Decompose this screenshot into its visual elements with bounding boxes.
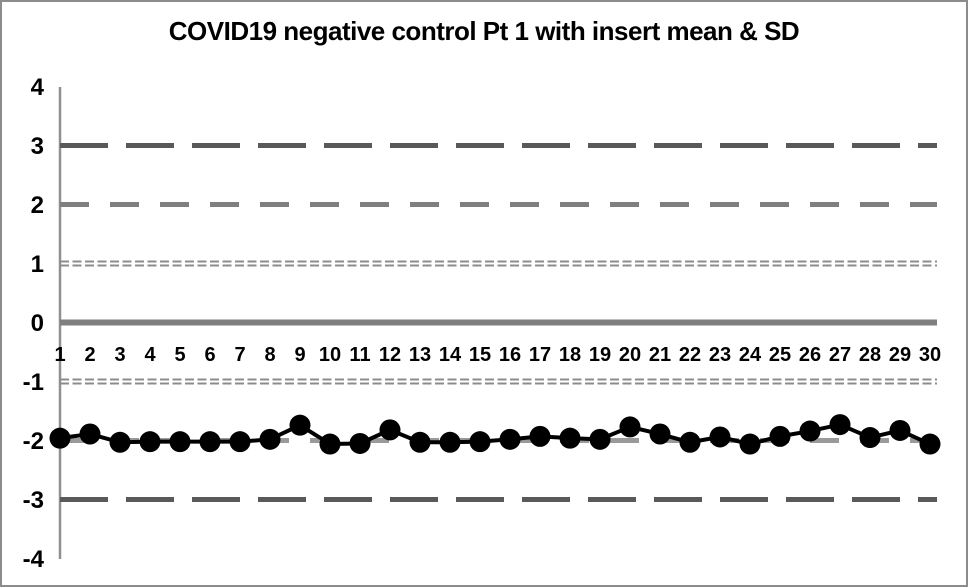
y-tick-label: -1 [23,369,44,396]
data-point-marker [439,431,461,453]
data-point-marker [649,423,671,445]
data-point-marker [229,431,251,453]
y-tick-label: -3 [23,487,44,514]
data-point-marker [289,414,311,436]
y-tick-label: 4 [31,74,45,101]
x-tick-label: 21 [649,344,671,366]
data-point-marker [619,416,641,438]
data-point-marker [919,433,941,455]
x-tick-label: 20 [619,344,641,366]
data-point-marker [319,433,341,455]
chart-title: COVID19 negative control Pt 1 with inser… [168,16,800,46]
y-tick-label: 3 [31,133,44,160]
data-point-marker [799,420,821,442]
x-tick-label: 7 [234,344,245,366]
x-tick-label: 15 [469,344,491,366]
y-tick-label: -2 [23,428,44,455]
series-line [59,422,931,447]
data-point-marker [499,428,521,450]
x-tick-label: 16 [499,344,521,366]
data-point-marker [379,419,401,441]
data-point-marker [199,431,221,453]
x-tick-label: 10 [319,344,341,366]
y-tick-label: 0 [31,310,44,337]
data-point-marker [109,431,131,453]
x-tick-label: 1 [54,344,65,366]
x-tick-label: 9 [294,344,305,366]
x-tick-label: 30 [919,344,941,366]
data-point-marker [739,433,761,455]
data-point-marker [79,423,101,445]
data-point-marker [889,419,911,441]
data-point-marker [49,427,71,449]
data-point-marker [679,431,701,453]
x-tick-label: 29 [889,344,911,366]
x-tick-label: 6 [204,344,215,366]
data-point-marker [349,432,371,454]
x-tick-label: 8 [264,344,275,366]
x-tick-label: 12 [379,344,401,366]
data-point-marker [769,425,791,447]
x-tick-label: 4 [144,344,156,366]
x-tick-label: 24 [739,344,762,366]
data-point-marker [589,428,611,450]
data-point-marker [469,431,491,453]
x-tick-label: 19 [589,344,611,366]
x-tick-label: 28 [859,344,881,366]
data-point-marker [559,427,581,449]
data-point-marker [409,431,431,453]
x-tick-label: 3 [114,344,125,366]
x-tick-label: 5 [174,344,185,366]
x-tick-label: 22 [679,344,701,366]
x-tick-label: 17 [529,344,551,366]
y-tick-label: -4 [23,546,45,573]
x-tick-label: 13 [409,344,431,366]
x-tick-label: 14 [439,344,462,366]
y-tick-label: 1 [31,251,44,278]
x-tick-label: 25 [769,344,791,366]
x-tick-label: 2 [84,344,95,366]
x-tick-label: 11 [349,344,370,366]
data-point-marker [139,431,161,453]
x-tick-label: 18 [559,344,581,366]
data-point-marker [859,427,881,449]
data-point-marker [529,425,551,447]
x-tick-label: 27 [829,344,851,366]
data-point-marker [169,431,191,453]
y-tick-label: 2 [31,192,44,219]
x-tick-label: 26 [799,344,821,366]
data-point-marker [259,428,281,450]
x-tick-label: 23 [709,344,731,366]
data-point-marker [709,426,731,448]
data-point-marker [829,414,851,436]
